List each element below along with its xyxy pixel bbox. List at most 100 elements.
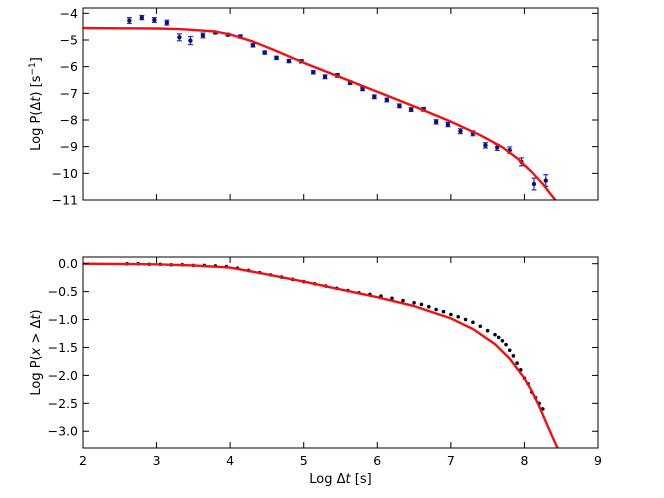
data-point-group: [151, 17, 157, 23]
data-point-group: [408, 107, 414, 113]
x-tick-label: 2: [79, 453, 87, 468]
data-point: [456, 314, 461, 319]
x-axis-label: Log Δt [s]: [309, 472, 371, 487]
data-point-group: [286, 58, 292, 64]
x-axis-label-part: Δ: [337, 472, 346, 487]
data-point-group: [384, 97, 390, 103]
fit-line: [83, 26, 557, 200]
data-point: [408, 107, 414, 112]
data-point: [511, 354, 516, 358]
data-point: [127, 18, 132, 23]
y-tick-label: −4: [60, 6, 78, 21]
data-point-group: [126, 17, 132, 25]
data-point-group: [482, 142, 488, 149]
data-point: [445, 122, 451, 127]
axes-frame: [82, 256, 599, 449]
data-point: [496, 335, 501, 340]
data-point-group: [262, 50, 268, 55]
data-point: [531, 181, 537, 187]
data-point-group: [433, 119, 439, 125]
data-point-group: [445, 121, 451, 128]
data-point: [471, 320, 475, 325]
data-point-group: [322, 74, 328, 80]
data-point: [188, 38, 193, 43]
data-point: [311, 70, 316, 75]
plot-area: [83, 261, 559, 448]
data-point: [419, 302, 424, 307]
data-point: [504, 342, 508, 347]
y-tick-label: −9: [60, 139, 78, 154]
y-tick-label: −3.0: [48, 424, 78, 439]
y-tick-label: −2.0: [48, 368, 78, 383]
y-tick-label: −10: [52, 166, 78, 181]
data-point: [483, 143, 488, 148]
data-point-group: [200, 32, 206, 39]
data-point: [286, 58, 292, 64]
data-point: [384, 97, 390, 103]
data-point-group: [371, 94, 377, 100]
y-axis-label-part: t: [29, 314, 44, 320]
y-axis-label: Log P(Δt) [s−1]: [28, 57, 44, 151]
data-point: [401, 298, 405, 303]
y-tick-label: −0.5: [48, 284, 78, 299]
y-axis-label-part: Log P(: [29, 111, 44, 151]
data-point: [500, 338, 505, 343]
x-axis-label-part: Log: [309, 472, 336, 487]
data-point: [200, 33, 206, 38]
y-tick-label: −8: [60, 113, 78, 128]
data-point: [493, 332, 497, 337]
data-point: [322, 74, 328, 80]
data-point-group: [164, 19, 170, 26]
data-point: [434, 307, 438, 312]
data-point: [164, 20, 170, 25]
data-point: [390, 296, 394, 301]
data-point-group: [139, 14, 145, 21]
data-point-group: [176, 33, 182, 42]
data-point: [412, 300, 416, 305]
y-tick-label: −5: [60, 33, 78, 48]
data-point: [250, 43, 256, 48]
y-tick-label: 0.0: [58, 256, 78, 271]
y-tick-label: −2.5: [48, 396, 78, 411]
data-point: [478, 324, 483, 329]
data-point: [463, 317, 468, 322]
x-tick-label: 6: [373, 453, 381, 468]
x-tick-label: 7: [447, 453, 455, 468]
y-axis-label-part: Log P(: [29, 355, 44, 395]
data-point: [458, 129, 463, 134]
data-point: [515, 361, 519, 365]
x-tick-label: 3: [153, 453, 161, 468]
data-point: [262, 50, 267, 55]
data-point-group: [250, 43, 256, 48]
y-axis-label-part: t: [29, 96, 44, 102]
y-axis-label-part: ]: [29, 57, 44, 62]
data-point-group: [187, 35, 193, 46]
data-point: [274, 55, 279, 61]
x-tick-label: 5: [300, 453, 308, 468]
data-point: [372, 94, 377, 100]
y-axis-label: Log P(x > Δt): [29, 309, 44, 395]
y-tick-label: −6: [60, 59, 78, 74]
data-point: [152, 17, 157, 23]
data-point: [397, 103, 402, 109]
y-tick-label: −11: [52, 193, 78, 208]
y-tick-label: −7: [60, 86, 78, 101]
y-axis-label-part: >: [29, 328, 44, 347]
data-point: [433, 119, 439, 125]
top-panel-density: −4 −5 −6 −7 −8 −9 −10 −11 Log P(Δt) [s−1]: [28, 6, 599, 208]
y-tick-label: −1.5: [48, 340, 78, 355]
y-axis-label-part: Δ: [29, 319, 44, 328]
data-point: [139, 15, 145, 20]
data-point-group: [310, 70, 316, 75]
bottom-panel-cumulative: 0.0 −0.5 −1.0 −1.5 −2.0 −2.5 −3.02 3 4 5 6 7 8 9 Log P…: [29, 256, 602, 487]
y-axis-label-part: ) [s: [29, 75, 44, 96]
x-tick-label: 9: [594, 453, 602, 468]
data-point: [485, 328, 490, 333]
fit-line: [83, 262, 559, 448]
data-point: [441, 309, 446, 314]
x-axis-label-part: [s]: [351, 472, 372, 487]
data-point-group: [273, 55, 279, 61]
y-axis-label-part: ): [29, 309, 44, 314]
data-point: [449, 312, 453, 317]
